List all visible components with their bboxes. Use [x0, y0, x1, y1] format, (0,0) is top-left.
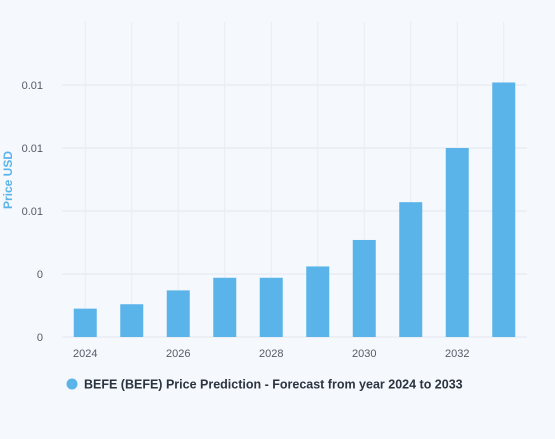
y-tick-label: 0.01: [22, 143, 43, 155]
bar-2033[interactable]: [492, 82, 516, 337]
bar-2025[interactable]: [120, 304, 144, 337]
y-axis-title: Price USD: [1, 151, 15, 209]
bar-2031[interactable]: [399, 202, 423, 337]
bar-2030[interactable]: [352, 239, 376, 337]
legend-marker: [66, 378, 78, 390]
y-tick-label: 0: [37, 269, 43, 281]
x-tick-label: 2024: [73, 348, 97, 360]
legend[interactable]: BEFE (BEFE) Price Prediction - Forecast …: [66, 378, 463, 392]
x-tick-label: 2026: [166, 348, 190, 360]
x-tick-label: 2028: [259, 348, 283, 360]
y-tick-label: 0: [37, 332, 43, 344]
legend-label: BEFE (BEFE) Price Prediction - Forecast …: [84, 378, 463, 392]
x-axis-ticks: 2024 2026 2028 2030 2032: [73, 348, 469, 360]
bar-2024[interactable]: [73, 308, 97, 337]
y-tick-label: 0.01: [22, 206, 43, 218]
y-axis-ticks: 0 0 0.01 0.01 0.01: [22, 80, 43, 344]
bars: [73, 82, 516, 337]
bar-2032[interactable]: [445, 148, 469, 337]
bar-2026[interactable]: [166, 290, 190, 337]
x-tick-label: 2030: [352, 348, 376, 360]
x-tick-label: 2032: [445, 348, 469, 360]
bar-2028[interactable]: [259, 277, 283, 337]
bar-2029[interactable]: [306, 266, 330, 337]
bar-2027[interactable]: [213, 277, 237, 337]
y-tick-label: 0.01: [22, 80, 43, 92]
